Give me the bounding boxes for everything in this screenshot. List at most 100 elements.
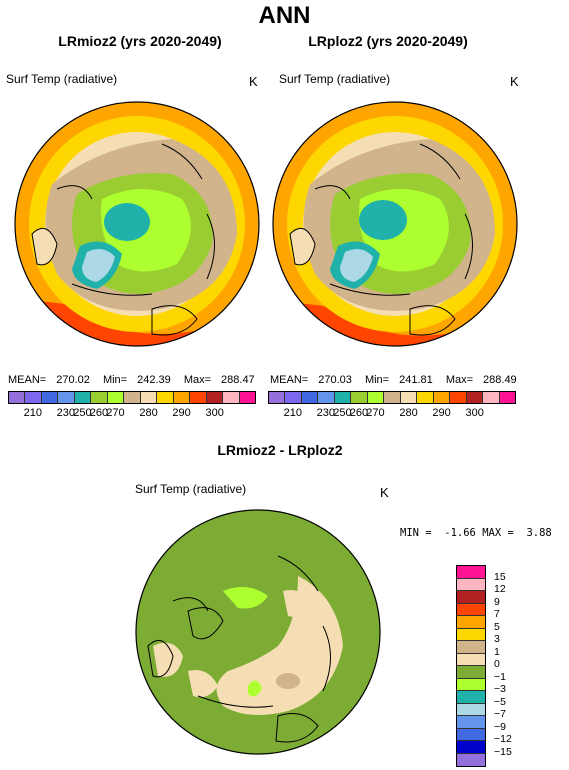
- right-colorbar-labels: 210 230 250 260 270 280 290 300: [268, 407, 516, 421]
- left-max-label: Max=: [183, 374, 212, 386]
- colorbar-swatch: [400, 392, 418, 403]
- colorbar-tick-label: −9: [494, 720, 506, 733]
- diff-stats: MIN = -1.66 MAX = 3.88: [400, 527, 552, 539]
- colorbar-swatch: [223, 392, 240, 403]
- colorbar-swatch: [457, 616, 485, 629]
- colorbar-tick-label: 290: [172, 407, 191, 419]
- colorbar-swatch: [334, 392, 352, 403]
- colorbar-swatch: [457, 716, 485, 729]
- colorbar-tick-label: 270: [106, 407, 125, 419]
- right-min-value: 241.81: [399, 374, 433, 386]
- colorbar-tick-label: −7: [494, 708, 506, 720]
- colorbar-swatch: [457, 741, 485, 754]
- colorbar-swatch: [41, 392, 59, 403]
- left-field-label: Surf Temp (radiative): [6, 72, 118, 86]
- right-units: K: [510, 74, 519, 89]
- diff-colorbar-labels: 15 12 9 7 5 3 1 0 −1 −3 −5 −7 −9 −12 −15: [494, 565, 534, 765]
- colorbar-tick-label: 7: [494, 608, 500, 620]
- right-colorbar: [268, 391, 516, 404]
- diff-polar-map: [135, 509, 381, 755]
- colorbar-swatch: [457, 678, 485, 691]
- diff-panel-title: LRmioz2 - LRploz2: [217, 442, 343, 458]
- colorbar-tick-label: −3: [494, 683, 506, 695]
- colorbar-swatch: [466, 392, 484, 403]
- right-max-value: 288.49: [483, 374, 517, 386]
- colorbar-tick-label: 3: [494, 633, 500, 645]
- colorbar-tick-label: 230: [316, 407, 336, 419]
- colorbar-swatch: [457, 603, 485, 616]
- colorbar-tick-label: 250: [333, 407, 352, 419]
- colorbar-tick-label: 15: [494, 570, 506, 583]
- colorbar-tick-label: 5: [494, 620, 500, 633]
- right-mean-label: MEAN=: [270, 374, 309, 386]
- colorbar-swatch: [483, 392, 500, 403]
- left-colorbar-labels: 210 230 250 260 270 280 290 300: [8, 407, 256, 421]
- colorbar-tick-label: 270: [366, 407, 385, 419]
- colorbar-swatch: [285, 392, 302, 403]
- diff-field-label: Surf Temp (radiative): [135, 482, 247, 496]
- colorbar-swatch: [457, 641, 485, 654]
- colorbar-swatch: [173, 392, 191, 403]
- colorbar-swatch: [457, 728, 485, 741]
- left-polar-map: [14, 101, 260, 347]
- colorbar-swatch: [457, 666, 485, 679]
- colorbar-swatch: [318, 392, 335, 403]
- colorbar-swatch: [384, 392, 401, 403]
- left-min-label: Min=: [102, 374, 128, 386]
- colorbar-tick-label: 260: [349, 407, 369, 419]
- colorbar-tick-label: 260: [89, 407, 109, 419]
- colorbar-swatch: [107, 392, 125, 403]
- diff-max-value: 3.88: [526, 527, 552, 539]
- diff-min-label: MIN =: [400, 527, 432, 539]
- colorbar-swatch: [457, 691, 485, 704]
- colorbar-swatch: [124, 392, 141, 403]
- colorbar-swatch: [351, 392, 368, 403]
- colorbar-swatch: [301, 392, 319, 403]
- colorbar-swatch: [457, 591, 485, 604]
- colorbar-swatch: [457, 653, 485, 666]
- left-min-value: 242.39: [137, 374, 171, 386]
- colorbar-tick-label: −15: [494, 745, 512, 758]
- colorbar-swatch: [367, 392, 385, 403]
- colorbar-tick-label: 300: [465, 407, 484, 419]
- right-field-label: Surf Temp (radiative): [279, 72, 391, 86]
- colorbar-swatch: [239, 392, 256, 403]
- left-mean-value: 270.02: [56, 374, 90, 386]
- colorbar-tick-label: 300: [205, 407, 224, 419]
- diff-max-label: MAX =: [482, 527, 514, 539]
- left-colorbar: [8, 391, 256, 404]
- right-max-label: Max=: [445, 374, 474, 386]
- diff-units: K: [380, 485, 389, 500]
- colorbar-swatch: [269, 392, 286, 403]
- colorbar-swatch: [457, 703, 485, 716]
- colorbar-swatch: [457, 566, 485, 579]
- colorbar-tick-label: 210: [23, 407, 42, 419]
- colorbar-swatch: [433, 392, 451, 403]
- right-polar-map: [272, 101, 518, 347]
- colorbar-swatch: [140, 392, 158, 403]
- colorbar-swatch: [74, 392, 92, 403]
- colorbar-swatch: [91, 392, 108, 403]
- colorbar-swatch: [25, 392, 42, 403]
- colorbar-tick-label: 280: [399, 407, 418, 419]
- colorbar-swatch: [457, 628, 485, 641]
- diff-min-value: -1.66: [444, 527, 476, 539]
- colorbar-swatch: [157, 392, 174, 403]
- colorbar-tick-label: 250: [73, 407, 92, 419]
- colorbar-swatch: [457, 753, 485, 766]
- colorbar-swatch: [499, 392, 516, 403]
- colorbar-swatch: [58, 392, 75, 403]
- colorbar-swatch: [417, 392, 434, 403]
- colorbar-swatch: [190, 392, 207, 403]
- colorbar-tick-label: 9: [494, 595, 500, 608]
- colorbar-tick-label: −1: [494, 670, 506, 683]
- colorbar-swatch: [206, 392, 224, 403]
- colorbar-tick-label: 12: [494, 583, 506, 595]
- left-panel-title: LRmioz2 (yrs 2020-2049): [58, 33, 222, 49]
- right-stats: MEAN= 270.03 Min= 241.81 Max= 288.49: [270, 374, 527, 386]
- colorbar-tick-label: 230: [56, 407, 76, 419]
- right-mean-value: 270.03: [318, 374, 352, 386]
- colorbar-tick-label: 290: [432, 407, 451, 419]
- right-min-label: Min=: [364, 374, 390, 386]
- left-max-value: 288.47: [221, 374, 255, 386]
